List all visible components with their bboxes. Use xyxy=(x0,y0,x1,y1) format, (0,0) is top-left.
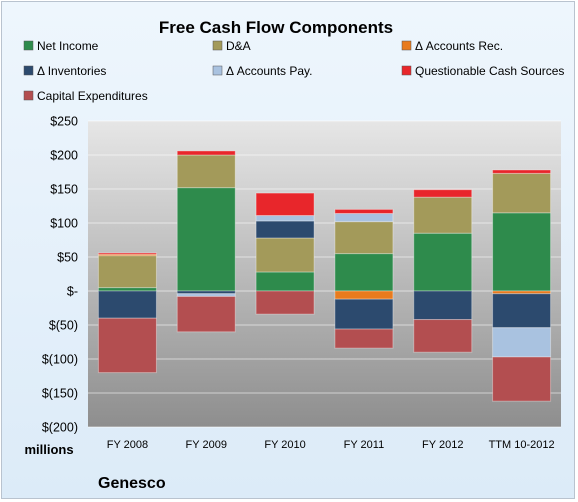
legend-swatch-delta-inventories xyxy=(23,65,34,76)
legend-label-d-a: D&A xyxy=(226,39,251,53)
legend-swatch-capital-expenditures xyxy=(23,90,34,101)
y-tick-label: $- xyxy=(67,285,78,299)
unit-label: millions xyxy=(24,442,73,457)
legend-label-questionable-cash-sources: Questionable Cash Sources xyxy=(415,64,564,78)
bar-d-a-fy-2012 xyxy=(413,196,473,234)
bar-d-a-fy-2011 xyxy=(334,221,394,255)
legend-label-delta-accounts-pay: Δ Accounts Pay. xyxy=(226,64,313,78)
bars xyxy=(97,150,552,402)
x-tick-label: FY 2009 xyxy=(186,439,227,451)
bar-net-income-fy-2010 xyxy=(255,271,315,292)
legend-label-delta-accounts-rec: Δ Accounts Rec. xyxy=(415,39,503,53)
bar-d-a-fy-2010 xyxy=(255,237,315,273)
chart-legend: Net Income D&A Δ Accounts Rec. Δ Inventorie… xyxy=(23,39,564,103)
gridlines xyxy=(88,120,561,428)
bar-delta-inventories-fy-2010 xyxy=(255,220,315,239)
legend-swatch-delta-accounts-pay xyxy=(212,65,223,76)
x-tick-label: FY 2010 xyxy=(264,439,305,451)
legend-swatch-d-a xyxy=(212,40,223,51)
chart-title: Free Cash Flow Components xyxy=(159,18,393,37)
bar-d-a-fy-2008 xyxy=(97,255,157,289)
bar-net-income-fy-2009 xyxy=(176,187,236,292)
bar-d-a-fy-2009 xyxy=(176,154,236,189)
legend-swatch-net-income xyxy=(23,40,34,51)
bar-delta-inventories-fy-2008 xyxy=(97,290,157,319)
bar-delta-inventories-ttm-10-2012 xyxy=(492,293,552,329)
bar-delta-accounts-rec-fy-2011 xyxy=(334,290,394,300)
bar-capital-expenditures-fy-2008 xyxy=(97,317,157,374)
bar-questionable-cash-sources-fy-2008 xyxy=(97,252,157,255)
bar-capital-expenditures-ttm-10-2012 xyxy=(492,356,552,402)
x-tick-label: FY 2012 xyxy=(422,439,463,451)
y-tick-label: $50 xyxy=(57,251,78,265)
bar-capital-expenditures-fy-2010 xyxy=(255,290,315,315)
bar-d-a-ttm-10-2012 xyxy=(492,172,552,214)
y-tick-label: $(50) xyxy=(49,319,78,333)
x-tick-label: TTM 10-2012 xyxy=(489,439,555,451)
x-axis-tick-labels: FY 2008 FY 2009 FY 2010 FY 2011 FY 2012 TTM 1… xyxy=(107,439,555,451)
y-tick-label: $150 xyxy=(50,183,78,197)
legend-label-delta-inventories: Δ Inventories xyxy=(37,64,106,78)
bar-questionable-cash-sources-ttm-10-2012 xyxy=(492,169,552,174)
y-tick-label: $(200) xyxy=(42,421,78,435)
legend-label-net-income: Net Income xyxy=(37,39,99,53)
bar-net-income-fy-2012 xyxy=(413,232,473,292)
bar-net-income-fy-2011 xyxy=(334,253,394,292)
bar-questionable-cash-sources-fy-2011 xyxy=(334,208,394,214)
y-tick-label: $250 xyxy=(50,115,78,129)
y-tick-label: $(150) xyxy=(42,387,78,401)
y-tick-label: $(100) xyxy=(42,353,78,367)
bar-delta-accounts-pay-fy-2010 xyxy=(255,215,315,222)
bar-questionable-cash-sources-fy-2010 xyxy=(255,192,315,217)
bar-delta-inventories-fy-2012 xyxy=(413,290,473,321)
y-tick-label: $200 xyxy=(50,149,78,163)
company-name: Genesco xyxy=(98,475,166,492)
bar-questionable-cash-sources-fy-2009 xyxy=(176,150,236,156)
y-tick-label: $100 xyxy=(50,217,78,231)
legend-swatch-questionable-cash-sources xyxy=(401,65,412,76)
bar-delta-accounts-pay-fy-2011 xyxy=(334,212,394,223)
bar-delta-inventories-fy-2011 xyxy=(334,298,394,330)
bar-capital-expenditures-fy-2009 xyxy=(176,295,236,333)
plot-area xyxy=(88,121,561,427)
y-axis-tick-labels: $250 $200 $150 $100 $50 $- $(50) $(100) $(150) $(… xyxy=(42,115,78,435)
bar-questionable-cash-sources-fy-2012 xyxy=(413,189,473,198)
legend-label-capital-expenditures: Capital Expenditures xyxy=(37,89,148,103)
bar-capital-expenditures-fy-2011 xyxy=(334,328,394,349)
bar-net-income-fy-2008 xyxy=(97,287,157,292)
x-tick-label: FY 2011 xyxy=(344,439,385,451)
x-tick-label: FY 2008 xyxy=(107,439,148,451)
legend-swatch-delta-accounts-rec xyxy=(401,40,412,51)
bar-delta-accounts-pay-ttm-10-2012 xyxy=(492,327,552,358)
bar-net-income-ttm-10-2012 xyxy=(492,212,552,292)
bar-capital-expenditures-fy-2012 xyxy=(413,319,473,353)
